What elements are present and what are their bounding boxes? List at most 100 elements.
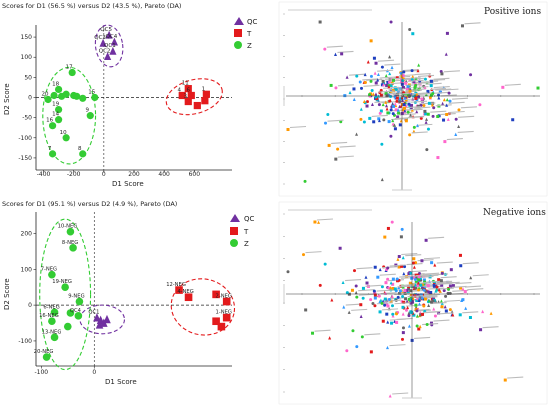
triangle-marker — [352, 97, 356, 101]
triangle-marker — [489, 311, 493, 315]
square-marker — [411, 32, 415, 36]
square-marker — [381, 79, 385, 83]
square-marker — [395, 76, 399, 80]
square-marker — [373, 293, 377, 297]
circle-marker — [389, 20, 393, 24]
loading-point-label-placeholder — [404, 106, 421, 109]
square-marker — [414, 97, 418, 101]
circle-marker — [454, 117, 458, 121]
square-marker — [401, 305, 405, 309]
square-marker — [392, 78, 396, 82]
square-marker — [460, 24, 464, 28]
circle-marker — [359, 117, 363, 121]
triangle-marker — [378, 267, 382, 272]
circle-marker — [355, 295, 359, 299]
triangle-marker — [103, 314, 111, 324]
square-marker — [390, 321, 394, 325]
loading-point-label-placeholder — [385, 77, 402, 80]
circle-marker — [303, 179, 307, 183]
legend-z-label: Z — [244, 240, 249, 248]
triangle-marker — [385, 345, 389, 350]
circle-marker — [286, 270, 290, 274]
loading-point-label-placeholder — [440, 276, 457, 279]
circle-marker — [369, 79, 373, 83]
loading-point-label-placeholder — [380, 292, 397, 295]
square-marker — [414, 276, 418, 280]
triangle-marker — [396, 257, 400, 261]
x-tick-label: 400 — [158, 171, 170, 178]
square-marker — [501, 85, 505, 89]
circle-marker — [408, 133, 412, 137]
circle-marker — [374, 95, 378, 99]
circle-marker — [380, 301, 384, 305]
x-tick-label: -400 — [37, 171, 51, 178]
square-marker — [374, 81, 378, 85]
circle-marker — [66, 309, 75, 317]
circle-marker — [389, 134, 393, 138]
square-marker — [222, 313, 231, 322]
triangle-marker — [354, 290, 358, 295]
circle-marker — [48, 150, 57, 158]
circle-marker — [422, 288, 426, 292]
loading-point-label-placeholder — [366, 78, 383, 81]
loading-point-label-placeholder — [419, 102, 436, 105]
square-marker — [426, 284, 430, 288]
loading-point-label-placeholder — [467, 288, 484, 291]
circle-marker — [369, 298, 373, 302]
triangle-marker — [427, 303, 431, 308]
square-marker — [426, 112, 430, 116]
square-marker — [430, 321, 434, 325]
triangle-marker — [441, 101, 445, 106]
square-marker — [458, 253, 462, 257]
triangle-marker — [93, 313, 101, 322]
circle-marker — [415, 324, 419, 328]
y-tick-label: 0 — [28, 95, 32, 102]
square-marker — [395, 96, 399, 100]
triangle-marker — [333, 52, 337, 56]
triangle-marker — [444, 52, 448, 56]
point-label: 8 — [78, 146, 82, 152]
y-tick-label: 100 — [21, 54, 33, 61]
triangle-marker — [460, 298, 464, 302]
square-marker — [408, 78, 412, 82]
circle-marker — [55, 105, 63, 114]
loading-point-label-placeholder — [436, 282, 453, 285]
triangle-marker — [454, 132, 458, 136]
square-marker — [416, 297, 420, 301]
triangle-marker — [397, 285, 401, 290]
point-label: 9-NEG — [68, 294, 84, 300]
legend-t-marker — [230, 227, 238, 235]
circle-marker — [435, 285, 439, 289]
triangle-marker — [416, 123, 420, 128]
square-marker — [459, 286, 463, 290]
y-tick-label: -100 — [18, 338, 32, 345]
loading-point-label-placeholder — [337, 155, 354, 158]
triangle-marker — [348, 90, 352, 95]
circle-marker — [371, 302, 375, 306]
circle-marker — [362, 120, 366, 124]
triangle-marker — [388, 71, 392, 76]
point-label: 20 — [42, 92, 49, 98]
square-marker — [430, 261, 434, 265]
square-marker — [409, 289, 413, 293]
square-marker — [401, 331, 405, 335]
circle-marker — [323, 47, 327, 51]
square-marker — [329, 83, 333, 87]
square-marker — [201, 97, 209, 105]
square-marker — [458, 313, 462, 317]
triangle-marker — [443, 305, 447, 309]
square-marker — [286, 128, 290, 132]
circle-marker — [372, 289, 376, 293]
circle-marker — [42, 353, 51, 361]
square-marker — [379, 93, 383, 97]
point-label: 9 — [86, 108, 90, 114]
negative-loading-plot — [283, 209, 540, 399]
loading-point-label-placeholder — [389, 264, 406, 267]
triangle-marker — [364, 275, 368, 279]
triangle-marker — [328, 336, 332, 340]
circle-marker — [351, 329, 355, 333]
square-marker — [350, 288, 354, 292]
loading-point-label-placeholder — [472, 274, 489, 277]
loading-point-label-placeholder — [421, 295, 438, 298]
